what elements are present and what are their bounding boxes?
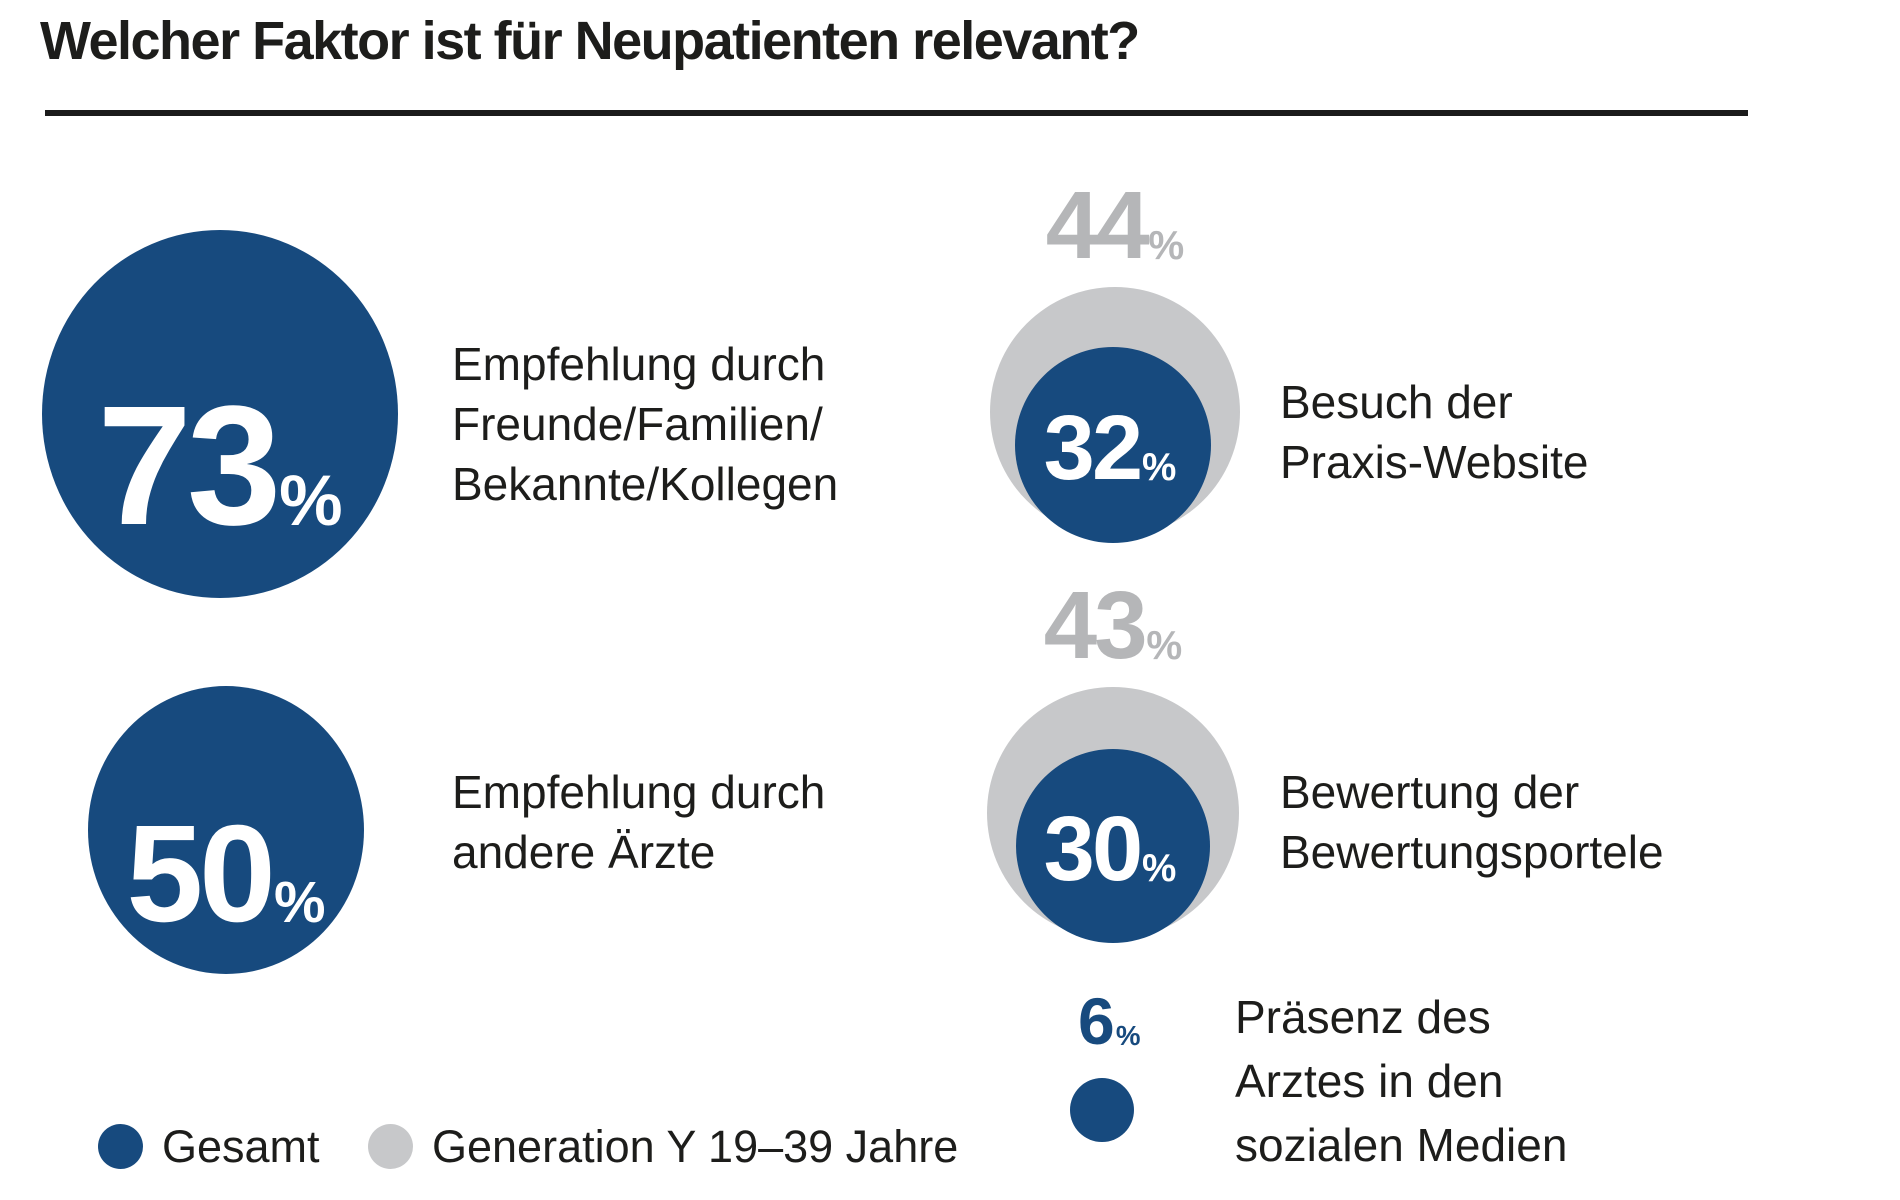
percent-sign: %: [274, 871, 326, 936]
bubble-generation-y-value-43: 43%: [987, 578, 1239, 674]
bubble-gesamt-6: [1070, 1078, 1134, 1142]
legend-label-generation-y: Generation Y 19–39 Jahre: [432, 1121, 959, 1172]
factor-label-website: Besuch der Praxis-Website: [1280, 372, 1588, 492]
bubble-generation-y-value-44: 44%: [990, 178, 1240, 274]
label-line: Präsenz des: [1235, 991, 1491, 1043]
page-title: Welcher Faktor ist für Neupatienten rele…: [40, 11, 1140, 71]
bubble-value-number: 50: [126, 797, 275, 951]
title-underline: [45, 110, 1748, 116]
bubble-value: 30%: [1044, 803, 1177, 895]
percent-sign: %: [1141, 846, 1177, 890]
percent-sign: %: [279, 461, 343, 542]
label-line: sozialen Medien: [1235, 1119, 1568, 1171]
label-line: Besuch der: [1280, 376, 1513, 428]
percent-sign: %: [1148, 221, 1185, 268]
label-line: Empfehlung durch: [452, 766, 826, 818]
bubble-value-number: 30: [1043, 798, 1144, 900]
bubble-value-number: 73: [97, 371, 281, 561]
bubble-gesamt-30: 30%: [1016, 749, 1210, 943]
bubble-value: 73%: [97, 381, 342, 551]
label-line: Freunde/Familien/: [452, 398, 823, 450]
label-line: andere Ärzte: [452, 826, 716, 878]
bubble-value: 32%: [1044, 402, 1177, 494]
label-line: Praxis-Website: [1280, 436, 1589, 488]
factor-label-soziale-medien: Präsenz des Arztes in den sozialen Medie…: [1235, 985, 1567, 1177]
bubble-gesamt-value-6: 6%: [1078, 988, 1140, 1054]
label-line: Bewertungsportele: [1280, 826, 1664, 878]
bubble-value-number: 32: [1043, 397, 1144, 499]
bubble-value-number: 6: [1078, 984, 1115, 1058]
bubble-value: 50%: [126, 805, 325, 943]
legend-label-gesamt: Gesamt: [162, 1121, 320, 1172]
factor-label-aerzte: Empfehlung durch andere Ärzte: [452, 762, 825, 882]
bubble-value-number: 43: [1043, 572, 1148, 679]
bubble-gesamt-73: 73%: [42, 230, 398, 598]
label-line: Empfehlung durch: [452, 338, 826, 390]
percent-sign: %: [1146, 621, 1183, 668]
legend-dot-generation-y: [368, 1124, 413, 1169]
factor-label-freunde: Empfehlung durch Freunde/Familien/ Bekan…: [452, 334, 838, 514]
legend-dot-gesamt: [98, 1124, 143, 1169]
label-line: Bekannte/Kollegen: [452, 458, 839, 510]
label-line: Arztes in den: [1235, 1055, 1504, 1107]
label-line: Bewertung der: [1280, 766, 1580, 818]
percent-sign: %: [1115, 1019, 1141, 1051]
bubble-gesamt-50: 50%: [88, 686, 364, 974]
factor-label-bewertungsportale: Bewertung der Bewertungsportele: [1280, 762, 1664, 882]
percent-sign: %: [1141, 445, 1177, 489]
bubble-value-number: 44: [1045, 172, 1150, 279]
bubble-gesamt-32: 32%: [1015, 347, 1211, 543]
